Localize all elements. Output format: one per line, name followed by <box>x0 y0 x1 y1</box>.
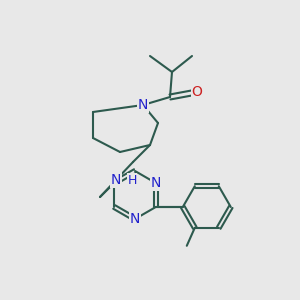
Text: N: N <box>151 176 161 190</box>
Text: N: N <box>111 173 121 187</box>
Text: H: H <box>127 173 137 187</box>
Text: N: N <box>138 98 148 112</box>
Text: O: O <box>192 85 203 99</box>
Text: N: N <box>130 212 140 226</box>
